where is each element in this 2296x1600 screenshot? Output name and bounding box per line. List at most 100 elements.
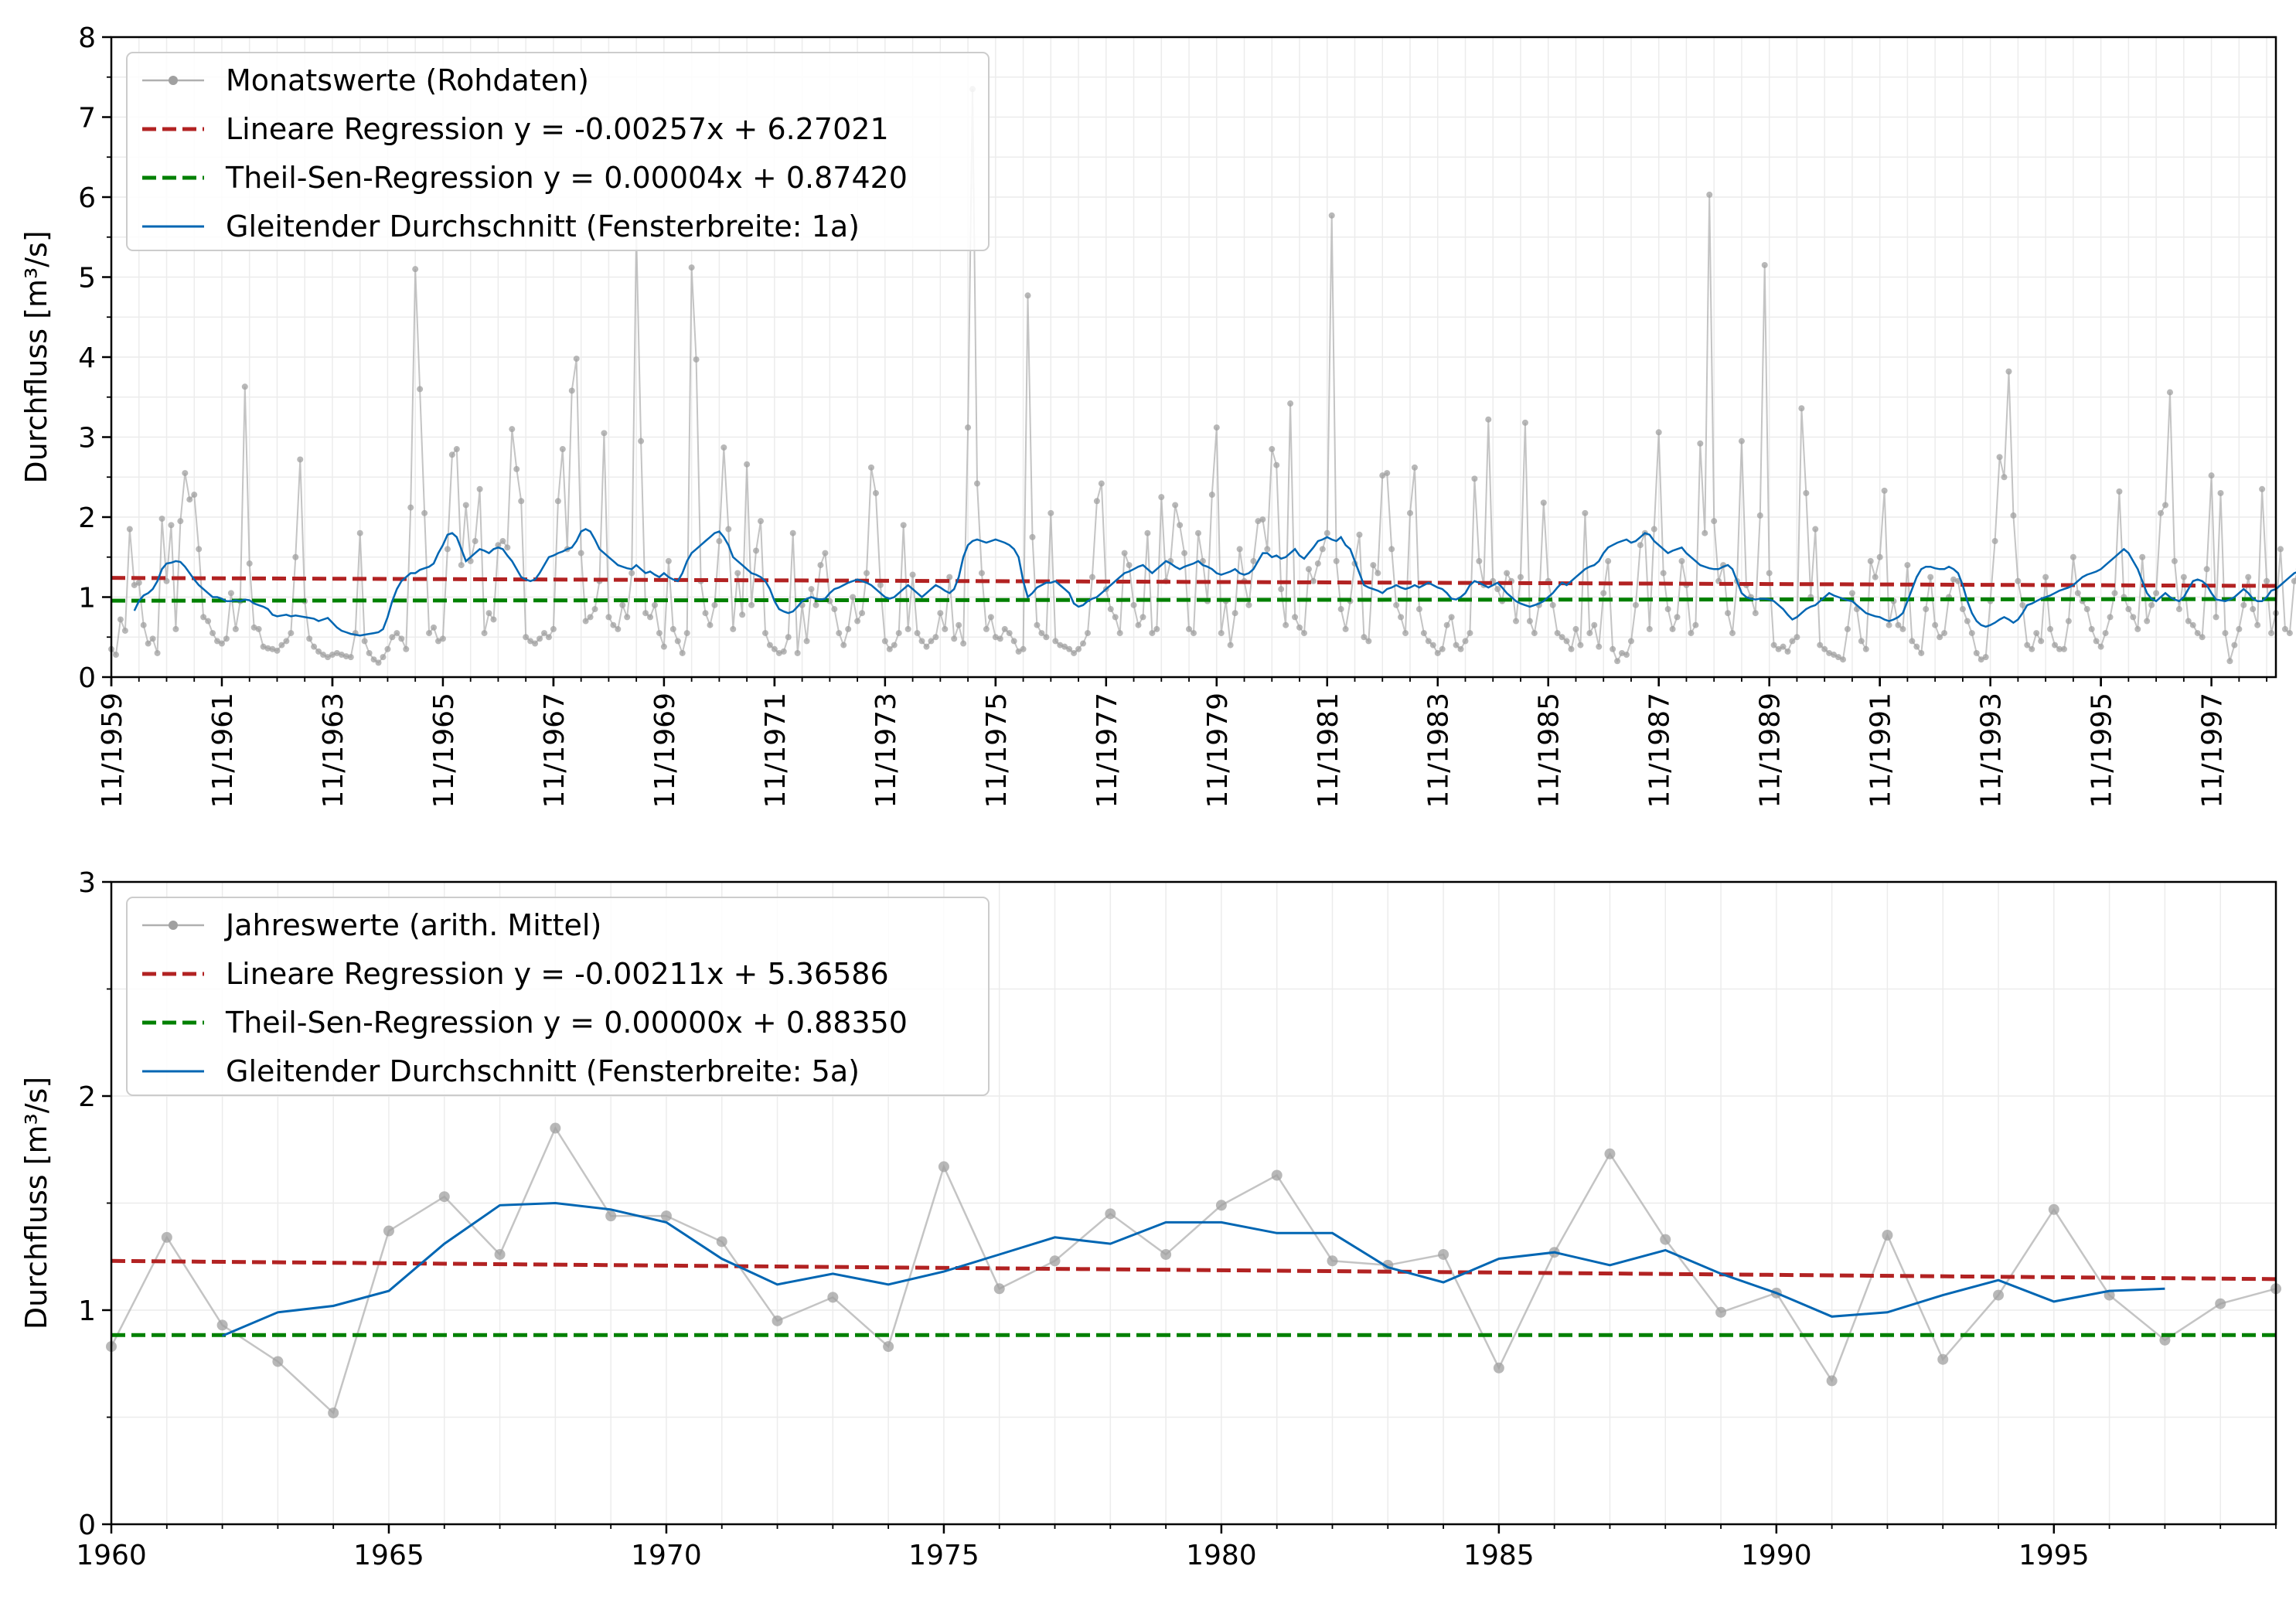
raw-data-point bbox=[758, 518, 764, 525]
raw-data-point bbox=[1443, 621, 1450, 628]
raw-data-point bbox=[1637, 542, 1644, 549]
raw-data-point bbox=[356, 529, 363, 536]
legend-entry-raw-marker bbox=[169, 76, 178, 85]
raw-data-point bbox=[1084, 630, 1091, 637]
raw-data-point bbox=[1172, 502, 1179, 509]
raw-data-point bbox=[1784, 648, 1791, 655]
raw-data-point bbox=[928, 638, 935, 645]
raw-data-point bbox=[448, 451, 455, 458]
raw-data-point bbox=[1650, 526, 1657, 533]
raw-data-point bbox=[2281, 625, 2288, 632]
raw-data-point bbox=[1181, 550, 1188, 557]
raw-data-point bbox=[772, 1315, 783, 1326]
raw-data-point bbox=[587, 614, 594, 621]
raw-data-point bbox=[2259, 485, 2266, 492]
raw-series-points bbox=[108, 86, 2296, 666]
raw-data-point bbox=[2102, 630, 2109, 637]
y-tick-label: 2 bbox=[78, 1081, 96, 1113]
raw-data-point bbox=[370, 656, 377, 663]
x-axis: 1960 1965 1970 1975 1980 1985 1990 1995 bbox=[76, 1524, 2277, 1571]
y-tick-label: 6 bbox=[78, 182, 96, 214]
raw-data-point bbox=[288, 630, 295, 637]
raw-data-point bbox=[2277, 546, 2284, 553]
raw-data-point bbox=[1105, 1208, 1116, 1220]
raw-data-point bbox=[2254, 621, 2261, 628]
raw-data-point bbox=[158, 516, 165, 523]
raw-data-point bbox=[1384, 470, 1391, 477]
raw-data-point bbox=[1968, 630, 1975, 637]
x-tick-label: 11/1959 bbox=[97, 693, 128, 809]
raw-data-point bbox=[794, 649, 801, 656]
raw-data-point bbox=[2010, 512, 2017, 519]
raw-data-point bbox=[1407, 509, 1413, 516]
raw-data-point bbox=[744, 461, 751, 468]
raw-data-point bbox=[145, 640, 152, 647]
raw-data-point bbox=[2162, 502, 2169, 509]
raw-data-point bbox=[398, 635, 405, 642]
raw-data-point bbox=[1899, 625, 1906, 632]
y-tick-label: 3 bbox=[78, 867, 96, 899]
raw-data-point bbox=[2158, 509, 2165, 516]
raw-data-point bbox=[840, 642, 847, 649]
legend-entry-raw-marker bbox=[169, 921, 178, 930]
raw-data-point bbox=[210, 630, 216, 637]
raw-data-point bbox=[537, 635, 543, 642]
raw-data-point bbox=[2222, 630, 2229, 637]
raw-data-point bbox=[523, 634, 530, 641]
legend-entry-moving-average-label: Gleitender Durchschnitt (Fensterbreite: … bbox=[226, 209, 860, 243]
raw-data-point bbox=[1493, 1362, 1504, 1374]
raw-data-point bbox=[2024, 642, 2031, 649]
raw-data-point bbox=[504, 544, 511, 551]
raw-data-point bbox=[761, 630, 768, 637]
raw-data-point bbox=[872, 489, 879, 496]
raw-data-point bbox=[462, 502, 469, 509]
raw-data-point bbox=[476, 485, 483, 492]
x-tick-label: 1965 bbox=[353, 1540, 424, 1571]
raw-data-point bbox=[624, 614, 631, 621]
raw-data-point bbox=[577, 550, 584, 557]
raw-data-point bbox=[850, 594, 857, 601]
raw-data-point bbox=[1817, 642, 1824, 649]
raw-data-point bbox=[1361, 634, 1368, 641]
raw-data-point bbox=[946, 574, 953, 580]
raw-data-point bbox=[1269, 446, 1276, 453]
raw-data-point bbox=[1259, 516, 1266, 523]
raw-data-point bbox=[864, 570, 870, 577]
raw-data-point bbox=[1402, 630, 1409, 637]
raw-data-point bbox=[619, 601, 626, 608]
raw-data-point bbox=[1610, 645, 1616, 652]
raw-data-point bbox=[2215, 1298, 2226, 1309]
raw-data-point bbox=[1292, 614, 1299, 621]
raw-data-point bbox=[716, 1236, 727, 1248]
raw-data-point bbox=[292, 553, 299, 560]
raw-data-point bbox=[1895, 621, 1902, 628]
raw-data-point bbox=[993, 1283, 1005, 1295]
x-tick-label: 11/1969 bbox=[649, 693, 681, 809]
raw-data-point bbox=[918, 638, 925, 645]
raw-data-point bbox=[1517, 574, 1524, 580]
raw-data-point bbox=[766, 642, 773, 649]
legend: Jahreswerte (arith. Mittel) Lineare Regre… bbox=[126, 897, 990, 1096]
y-tick-label: 8 bbox=[78, 22, 96, 54]
raw-data-point bbox=[380, 654, 387, 661]
x-tick-label: 11/1965 bbox=[428, 693, 460, 809]
legend-box bbox=[126, 897, 990, 1096]
legend-entry-linear-label: Lineare Regression y = -0.00257x + 6.270… bbox=[226, 112, 889, 146]
raw-data-point bbox=[112, 652, 119, 659]
raw-data-point bbox=[679, 649, 686, 656]
raw-data-point bbox=[1660, 1234, 1671, 1245]
raw-data-point bbox=[2093, 638, 2100, 645]
raw-data-point bbox=[716, 538, 723, 545]
raw-data-point bbox=[1918, 649, 1925, 656]
raw-data-point bbox=[154, 649, 161, 656]
raw-data-point bbox=[554, 498, 561, 505]
x-tick-label: 11/1961 bbox=[207, 693, 239, 809]
raw-data-point bbox=[1697, 440, 1704, 447]
raw-data-point bbox=[739, 611, 746, 618]
moving-average-line bbox=[222, 1201, 2165, 1337]
raw-data-point bbox=[2159, 1334, 2171, 1346]
raw-data-point bbox=[205, 618, 212, 625]
raw-data-point bbox=[1071, 649, 1078, 656]
raw-data-point bbox=[1692, 621, 1699, 628]
raw-data-point bbox=[978, 570, 985, 577]
